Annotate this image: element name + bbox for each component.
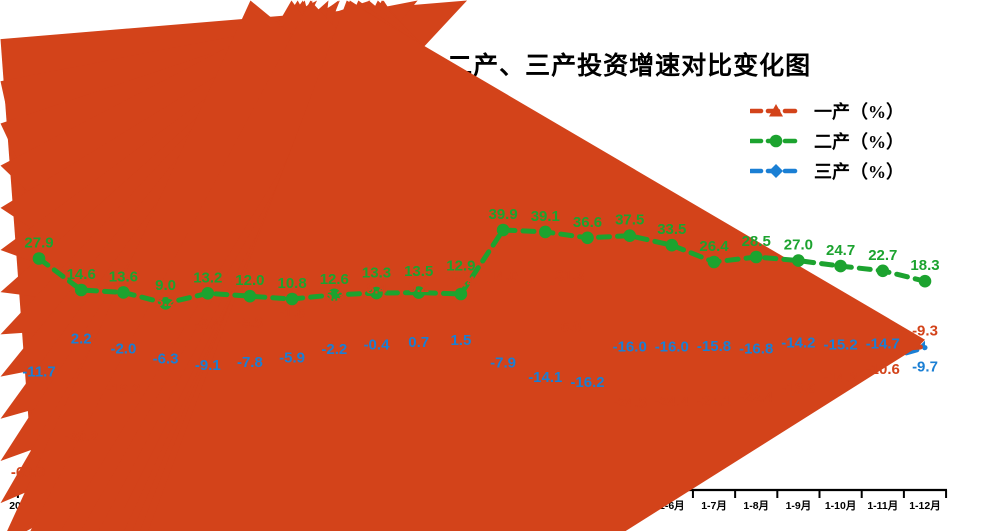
svg-text:14.0: 14.0 (488, 267, 517, 284)
svg-text:-16.0: -16.0 (613, 339, 647, 356)
svg-text:1-8月: 1-8月 (743, 500, 769, 512)
svg-text:-5.8: -5.8 (237, 314, 263, 331)
svg-text:-18.6: -18.6 (781, 380, 815, 397)
svg-text:-24.1: -24.1 (697, 393, 731, 410)
svg-text:18.3: 18.3 (910, 257, 939, 274)
svg-text:-9.1: -9.1 (195, 357, 221, 374)
svg-text:31.3: 31.3 (555, 267, 584, 284)
svg-text:22.7: 22.7 (868, 247, 897, 264)
legend-line-circle-icon (750, 134, 802, 147)
svg-text:1-11月: 1-11月 (867, 500, 898, 512)
svg-text:-1.6: -1.6 (279, 304, 305, 321)
svg-text:11.4: 11.4 (447, 274, 476, 291)
svg-text:-24.8: -24.8 (613, 395, 647, 412)
legend-item-tertiary-industry: 三产（%） (750, 160, 904, 182)
svg-text:-7.9: -7.9 (490, 354, 516, 371)
svg-text:-9.7: -9.7 (912, 359, 938, 376)
svg-text:-15.8: -15.8 (697, 338, 731, 355)
svg-text:-14.2: -14.2 (823, 369, 857, 386)
legend-item-secondary-industry: 二产（%） (750, 130, 904, 152)
svg-text:1.5: 1.5 (450, 332, 471, 349)
svg-text:-7.8: -7.8 (237, 354, 263, 371)
svg-text:1-9月: 1-9月 (786, 500, 812, 512)
svg-text:12.6: 12.6 (320, 271, 349, 288)
svg-text:27.9: 27.9 (24, 235, 53, 252)
svg-text:9.2: 9.2 (408, 279, 429, 296)
svg-text:-22.4: -22.4 (739, 389, 774, 406)
svg-text:-14.7: -14.7 (866, 336, 900, 353)
svg-text:-9.3: -9.3 (912, 323, 938, 340)
svg-text:14.6: 14.6 (67, 266, 96, 283)
legend-label-primary-industry: 一产（%） (814, 101, 904, 122)
legend-line-triangle-icon (750, 103, 802, 116)
svg-text:-16.8: -16.8 (739, 341, 773, 358)
svg-text:-5.9: -5.9 (279, 350, 305, 367)
svg-text:-19.2: -19.2 (106, 381, 140, 398)
svg-text:13.5: 13.5 (404, 263, 433, 280)
legend-label-secondary-industry: 二产（%） (814, 131, 904, 152)
svg-text:0.7: 0.7 (408, 334, 429, 351)
svg-text:10.8: 10.8 (277, 275, 306, 292)
svg-text:-11.7: -11.7 (22, 363, 55, 380)
svg-text:39.1: 39.1 (531, 208, 560, 225)
svg-text:-6.3: -6.3 (153, 351, 179, 368)
svg-text:-15.2: -15.2 (823, 337, 857, 354)
svg-text:24.7: 24.7 (826, 242, 855, 259)
svg-text:-60.0: -60.0 (11, 464, 45, 481)
svg-text:-14.1: -14.1 (528, 369, 562, 386)
svg-text:-2.2: -2.2 (321, 341, 347, 358)
svg-text:8.4: 8.4 (366, 281, 388, 298)
svg-text:33.5: 33.5 (657, 221, 686, 238)
chart-legend: 一产（%） 二产（%） 三产（%） (750, 100, 904, 182)
svg-text:2.2: 2.2 (71, 330, 92, 347)
svg-text:-16.0: -16.0 (655, 339, 689, 356)
svg-text:-16.2: -16.2 (570, 374, 604, 391)
svg-text:-2.0: -2.0 (110, 340, 136, 357)
svg-text:6.0: 6.0 (561, 318, 582, 335)
svg-text:5.3: 5.3 (324, 288, 345, 305)
svg-text:-24.4: -24.4 (655, 394, 690, 411)
svg-text:-0.4: -0.4 (364, 337, 391, 354)
svg-text:13.2: 13.2 (193, 269, 222, 286)
svg-text:9.0: 9.0 (155, 277, 176, 294)
svg-text:-10.6: -10.6 (866, 361, 900, 378)
svg-text:1-7月: 1-7月 (701, 500, 727, 512)
svg-text:-14.2: -14.2 (781, 334, 815, 351)
svg-text:13.3: 13.3 (362, 265, 391, 282)
legend-item-primary-industry: 一产（%） (750, 100, 904, 122)
svg-text:13.6: 13.6 (109, 268, 138, 285)
legend-line-diamond-icon (750, 163, 802, 178)
svg-text:12.9: 12.9 (446, 258, 475, 275)
legend-label-tertiary-industry: 三产（%） (814, 161, 904, 182)
svg-text:37.5: 37.5 (615, 212, 644, 229)
svg-text:28.5: 28.5 (742, 233, 771, 250)
svg-text:1-10月: 1-10月 (825, 500, 857, 512)
svg-text:-39.2: -39.2 (64, 429, 98, 446)
svg-text:12.0: 12.0 (235, 272, 264, 289)
svg-text:39.9: 39.9 (488, 206, 517, 223)
svg-text:-6.4: -6.4 (195, 316, 222, 333)
svg-text:26.4: 26.4 (699, 238, 729, 255)
svg-text:27.0: 27.0 (784, 237, 813, 254)
svg-text:3.2: 3.2 (155, 293, 176, 310)
svg-text:36.6: 36.6 (573, 214, 602, 231)
svg-text:1-12月: 1-12月 (909, 500, 941, 512)
